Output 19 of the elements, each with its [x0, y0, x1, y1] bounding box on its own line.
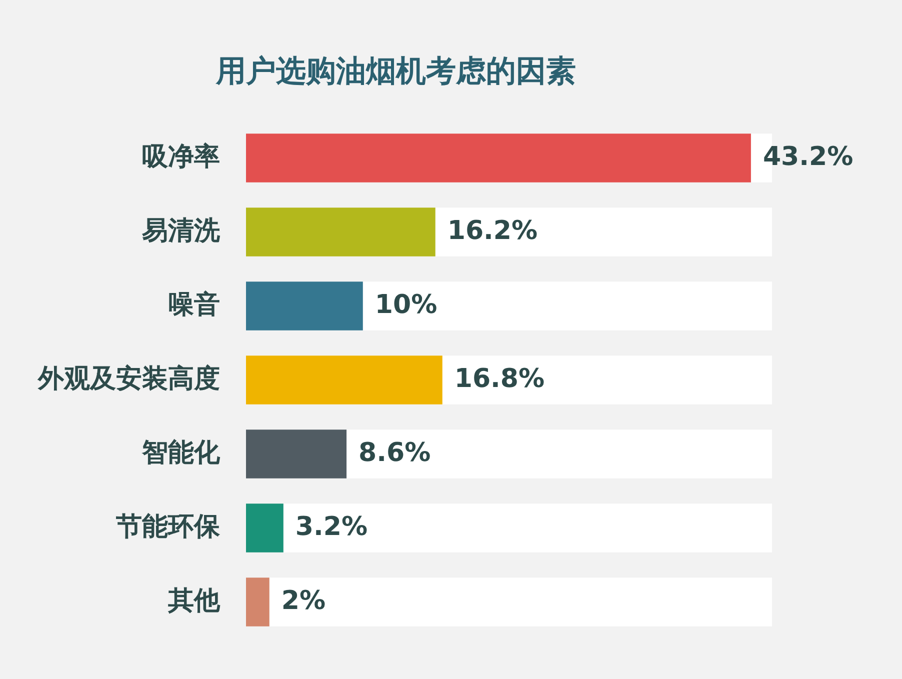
data-label: 8.6%	[358, 438, 431, 468]
bar	[246, 282, 363, 330]
bar	[246, 430, 347, 478]
data-label: 16.2%	[447, 216, 538, 246]
data-label: 43.2%	[762, 142, 854, 172]
data-label: 10%	[374, 290, 438, 320]
y-tick-label: 其他	[167, 586, 221, 616]
y-tick-label: 吸净率	[142, 142, 220, 172]
chart-title: 用户选购油烟机考虑的因素	[215, 54, 576, 89]
bar	[246, 504, 284, 552]
y-tick-label: 智能化	[141, 438, 221, 468]
y-tick-label: 噪音	[168, 290, 220, 320]
y-tick-label: 易清洗	[141, 216, 221, 246]
data-label: 2%	[281, 586, 326, 616]
y-tick-label: 外观及安装高度	[37, 364, 220, 394]
data-label: 3.2%	[295, 512, 368, 542]
bar	[246, 578, 270, 626]
data-label: 16.8%	[454, 364, 545, 394]
y-tick-label: 节能环保	[115, 512, 221, 542]
